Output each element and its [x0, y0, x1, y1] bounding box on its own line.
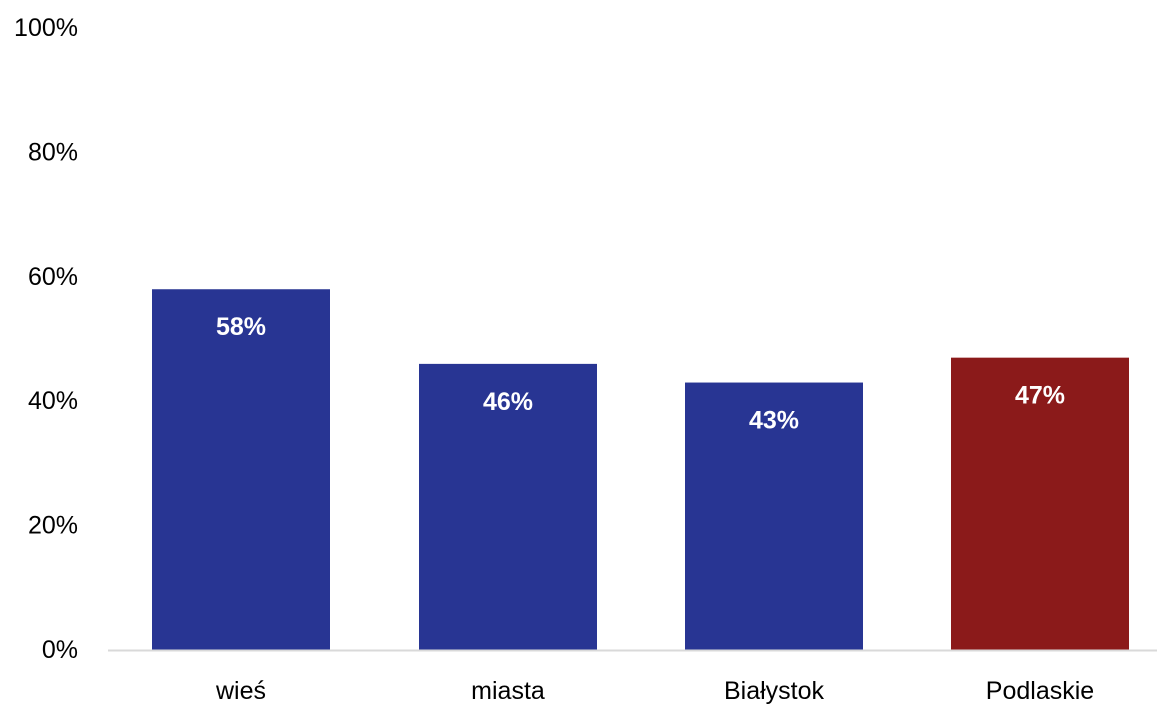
bar — [419, 363, 597, 650]
data-label: 47% — [1015, 382, 1065, 410]
y-tick-label: 80% — [28, 138, 78, 166]
category-label: Białystok — [724, 677, 825, 704]
y-tick-label: 40% — [28, 387, 78, 415]
category-label: Podlaskie — [986, 677, 1094, 704]
bar — [951, 357, 1129, 650]
category-label: miasta — [471, 677, 545, 704]
data-label: 46% — [483, 388, 533, 416]
y-tick-label: 60% — [28, 263, 78, 291]
bar — [685, 382, 863, 650]
data-label: 58% — [216, 313, 266, 341]
bars — [152, 289, 1129, 650]
y-tick-label: 20% — [28, 512, 78, 540]
y-tick-label: 100% — [14, 14, 78, 42]
y-tick-label: 0% — [42, 636, 78, 664]
category-label: wieś — [215, 677, 266, 704]
x-axis-labels: wieś miasta Białystok Podlaskie — [215, 677, 1094, 704]
y-axis-ticks: 0% 20% 40% 60% 80% 100% — [14, 14, 78, 664]
data-label: 43% — [749, 407, 799, 435]
data-labels: 58% 46% 43% 47% — [216, 313, 1065, 434]
bar — [152, 289, 330, 650]
